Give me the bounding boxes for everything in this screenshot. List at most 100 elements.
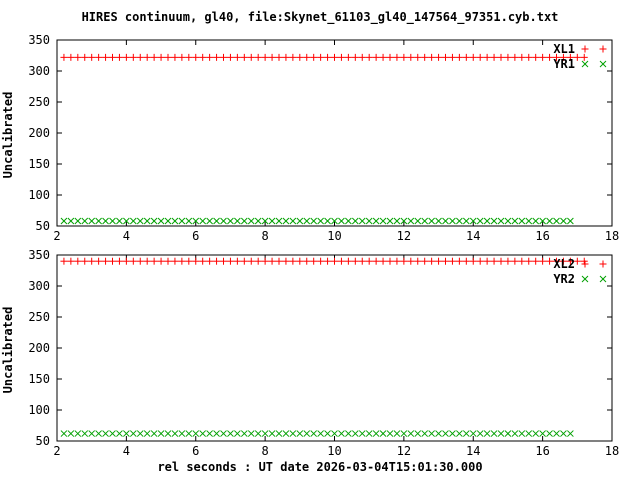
cross-marker — [599, 60, 607, 68]
cross-marker — [60, 430, 68, 437]
cross-marker — [581, 60, 589, 68]
cross-marker — [220, 217, 227, 225]
cross-marker — [150, 430, 158, 437]
y-tick-label: 50 — [36, 219, 50, 233]
cross-marker — [497, 430, 505, 437]
cross-marker — [456, 217, 463, 225]
legend-label-YR1: YR1 — [553, 57, 575, 71]
cross-marker — [324, 217, 331, 225]
cross-marker — [136, 430, 144, 437]
cross-marker — [525, 430, 533, 437]
cross-marker — [400, 430, 408, 437]
cross-marker — [227, 217, 234, 225]
cross-marker — [518, 430, 526, 437]
cross-marker — [123, 430, 130, 437]
x-tick-label: 14 — [466, 444, 480, 458]
cross-marker — [428, 430, 435, 437]
cross-marker — [435, 217, 442, 225]
cross-marker — [282, 430, 290, 437]
cross-marker — [116, 217, 123, 225]
x-tick-label: 6 — [192, 444, 199, 458]
cross-marker — [539, 430, 546, 437]
cross-marker — [518, 217, 526, 225]
cross-marker — [303, 217, 311, 225]
cross-marker — [338, 430, 345, 437]
cross-marker — [414, 217, 422, 225]
cross-marker — [407, 430, 415, 437]
x-tick-label: 2 — [53, 444, 60, 458]
y-tick-label: 100 — [28, 403, 50, 417]
cross-marker — [324, 430, 331, 437]
cross-marker — [546, 217, 553, 225]
cross-marker — [351, 217, 359, 225]
cross-marker — [95, 430, 102, 437]
x-tick-label: 4 — [123, 444, 130, 458]
cross-marker — [143, 430, 151, 437]
cross-marker — [171, 430, 179, 437]
cross-marker — [171, 217, 179, 225]
cross-marker — [164, 430, 172, 437]
cross-marker — [351, 430, 359, 437]
cross-marker — [539, 217, 546, 225]
x-tick-label: 14 — [466, 229, 480, 243]
cross-marker — [247, 430, 255, 437]
cross-marker — [435, 430, 442, 437]
cross-marker — [345, 217, 352, 225]
cross-marker — [504, 430, 512, 437]
cross-marker — [178, 217, 186, 225]
cross-marker — [67, 217, 75, 225]
x-tick-label: 2 — [53, 229, 60, 243]
x-tick-label: 18 — [605, 229, 619, 243]
plot-frame — [56, 39, 613, 227]
cross-marker — [157, 217, 165, 225]
cross-marker — [254, 217, 262, 225]
y-tick-label: 200 — [28, 341, 50, 355]
y-tick-label: 250 — [28, 95, 50, 109]
cross-marker — [213, 430, 220, 437]
cross-marker — [358, 217, 366, 225]
cross-marker — [476, 430, 484, 437]
cross-marker — [310, 217, 318, 225]
x-tick-label: 4 — [123, 229, 130, 243]
cross-marker — [449, 217, 456, 225]
cross-marker — [240, 430, 248, 437]
cross-marker — [331, 217, 338, 225]
cross-marker — [143, 217, 151, 225]
cross-marker — [254, 430, 262, 437]
cross-marker — [296, 430, 304, 437]
y-tick-label: 250 — [28, 310, 50, 324]
cross-marker — [192, 430, 200, 437]
cross-marker — [282, 217, 290, 225]
x-tick-label: 8 — [262, 229, 269, 243]
cross-marker — [393, 217, 401, 225]
cross-marker — [240, 217, 248, 225]
cross-marker — [386, 430, 394, 437]
cross-marker — [428, 217, 435, 225]
x-tick-label: 12 — [397, 444, 411, 458]
cross-marker — [178, 430, 186, 437]
cross-marker — [379, 217, 387, 225]
cross-marker — [102, 430, 109, 437]
cross-marker — [372, 430, 380, 437]
plot-frame — [56, 254, 613, 442]
cross-marker — [372, 217, 380, 225]
cross-marker — [275, 430, 283, 437]
cross-marker — [490, 430, 498, 437]
cross-marker — [511, 430, 519, 437]
cross-marker — [421, 217, 429, 225]
cross-marker — [553, 430, 560, 437]
cross-marker — [345, 430, 352, 437]
cross-marker — [213, 217, 220, 225]
cross-marker — [553, 217, 560, 225]
cross-marker — [456, 430, 463, 437]
y-tick-label: 350 — [28, 33, 50, 47]
cross-marker — [490, 217, 498, 225]
x-axis-label: rel seconds : UT date 2026-03-04T15:01:3… — [157, 460, 483, 474]
cross-marker — [567, 430, 574, 437]
cross-marker — [469, 217, 477, 225]
cross-marker — [206, 430, 213, 437]
cross-marker — [109, 217, 116, 225]
cross-marker — [81, 430, 89, 437]
